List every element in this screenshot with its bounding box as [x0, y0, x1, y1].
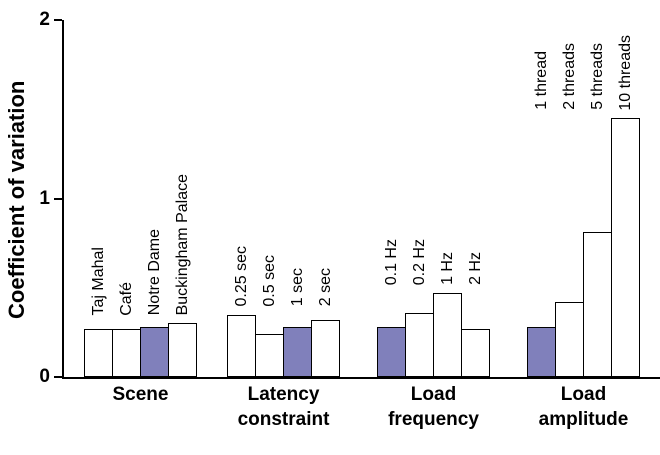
- bar-1-hz: [433, 293, 462, 377]
- bar-0-1-hz: [377, 327, 406, 377]
- y-tick-mark: [54, 376, 62, 378]
- bar-label: 2 threads: [561, 43, 578, 111]
- bar-label: 0.5 sec: [261, 254, 278, 307]
- bar-0-2-hz: [405, 312, 434, 377]
- y-tick-label: 2: [39, 9, 50, 30]
- bar-label: Café: [118, 281, 135, 316]
- plot-area: 0 1 2 Taj Mahal Café Notre Dame Buckingham Pal…: [39, 9, 660, 430]
- bar-label: Notre Dame: [146, 229, 163, 316]
- bar-1-sec: [283, 327, 312, 377]
- bar-label: Buckingham Palace: [174, 174, 191, 316]
- bar-2-sec: [311, 319, 340, 377]
- group-label-scene: Scene: [112, 384, 169, 405]
- bar-10-threads: [611, 118, 640, 377]
- bar-1-thread: [527, 327, 556, 377]
- group-label-load-amplitude: Load amplitude: [538, 384, 629, 430]
- bar-label: Taj Mahal: [90, 246, 107, 316]
- y-tick-label: 1: [39, 187, 50, 209]
- group-label-latency-constraint: Latency constraint: [237, 384, 330, 430]
- bar-label: 1 sec: [289, 268, 306, 307]
- bar-label: 0.25 sec: [233, 246, 250, 307]
- bar-2-threads: [555, 302, 584, 377]
- y-tick-label: 0: [39, 366, 50, 387]
- bar-2-hz: [461, 328, 490, 377]
- group-label-load-frequency: Load frequency: [388, 384, 479, 430]
- bar-0-25-sec: [227, 314, 256, 377]
- bar-buckingham-palace: [168, 323, 197, 377]
- bar-label: 5 threads: [589, 43, 606, 111]
- bar-label: 1 Hz: [439, 252, 456, 286]
- bar-5-threads: [583, 232, 612, 377]
- bar-0-5-sec: [255, 334, 284, 377]
- y-tick-mark: [54, 197, 62, 200]
- bar-label: 2 Hz: [467, 252, 484, 286]
- bar-label: 1 thread: [533, 51, 550, 111]
- bar-label: 10 threads: [617, 34, 634, 111]
- bar-taj-mahal: [84, 328, 113, 377]
- bar-label: 0.2 Hz: [411, 238, 428, 286]
- bar-notre-dame: [140, 327, 169, 377]
- bar-caf-: [112, 328, 141, 377]
- bar-label: 2 sec: [317, 268, 334, 307]
- bar-label: 0.1 Hz: [383, 238, 400, 286]
- y-tick-mark: [54, 19, 62, 21]
